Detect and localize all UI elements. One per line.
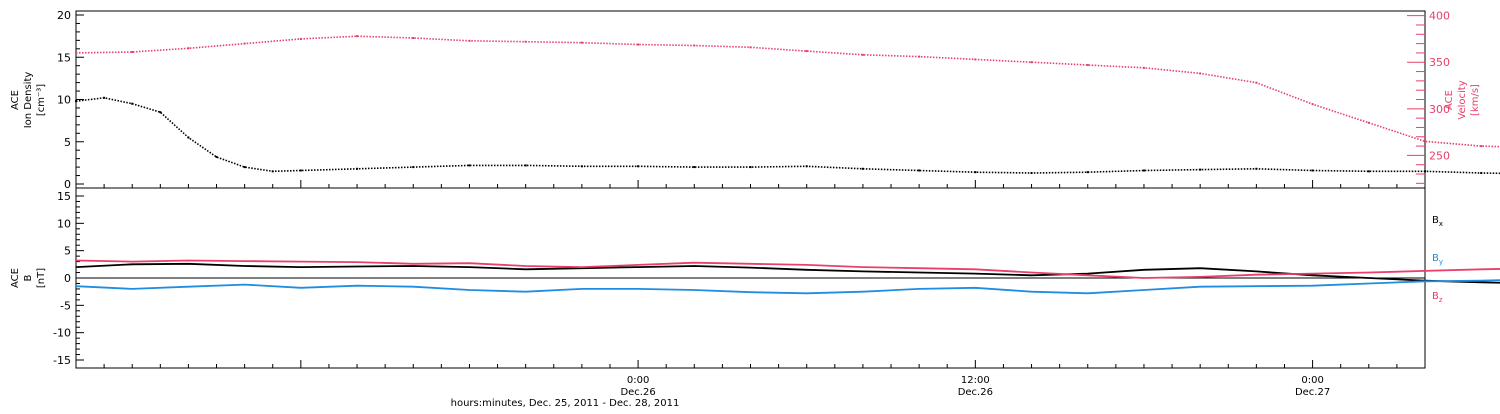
density-point [159,111,162,114]
bottom-left-tick-label: 5 [64,245,71,258]
density-trace [75,96,1500,175]
velocity-point [1086,64,1089,67]
x-tick-date-label: Dec.26 [620,387,655,398]
density-point [1311,169,1314,172]
bottom-left-label-line2: B [23,274,34,281]
density-point [974,171,977,174]
density-point [243,166,246,169]
density-point [299,169,302,172]
bz-line [75,259,1500,279]
top-left-axis: 0 5 10 15 20 [57,9,84,191]
velocity-trace [75,35,1500,148]
top-left-tick-label: 10 [57,94,71,107]
velocity-point [805,50,808,53]
top-right-label-line2: Velocity [1457,80,1468,119]
legend-bz: Bz [1432,291,1443,304]
top-left-label-line2: Ion Density [23,72,34,129]
legend-bx: Bx [1432,215,1443,228]
velocity-point [1030,61,1033,64]
density-point [693,166,696,169]
legend-by-base: B [1432,253,1439,264]
velocity-point [356,35,359,38]
legend-by-sub: y [1439,258,1443,266]
x-tick-time-label: 12:00 [961,375,990,386]
bottom-left-tick-label: -10 [53,327,71,340]
top-right-label-line1: ACE [1444,90,1455,110]
velocity-point [1480,145,1483,148]
x-tick-time-label: 0:00 [1301,375,1323,386]
bottom-left-tick-label: 0 [64,272,71,285]
top-panel: 0 5 10 15 20 250 300 350 400 ACE Ion Density [c… [10,9,1500,191]
x-axis: 0:00Dec.2612:00Dec.260:00Dec.2712:00Dec.… [75,180,1426,398]
top-series-group [75,35,1500,175]
legend-bx-sub: x [1439,220,1443,228]
density-point [749,166,752,169]
velocity-point [637,43,640,46]
density-point [1367,170,1370,173]
top-left-tick-label: 15 [57,51,71,64]
density-point [468,164,471,167]
legend-bz-base: B [1432,291,1439,302]
legend: Bx By Bz [1432,215,1443,304]
top-right-tick-label: 250 [1429,149,1450,162]
x-tick-date-label: Dec.27 [1295,387,1330,398]
bottom-left-tick-label: 15 [57,190,71,203]
top-left-tick-label: 20 [57,9,71,22]
bottom-left-label-line3: [nT] [36,268,47,288]
velocity-series [75,35,1500,148]
velocity-point [131,50,134,53]
legend-by: By [1432,253,1443,266]
top-right-tick-label: 350 [1429,56,1450,69]
top-right-tick-label: 400 [1429,10,1450,23]
velocity-point [861,53,864,56]
top-left-tick-label: 0 [64,178,71,191]
x-tick-time-label: 0:00 [627,375,649,386]
bottom-left-tick-label: -15 [53,354,71,367]
density-point [918,169,921,172]
top-right-label-line3: [km/s] [1470,84,1481,116]
top-left-label-line3: [cm⁻³] [36,84,47,116]
legend-bx-base: B [1432,215,1439,226]
x-tick-date-label: Dec.26 [958,387,993,398]
density-point [1086,171,1089,174]
by-line [75,279,1500,295]
velocity-point [1424,140,1426,143]
bx-line [75,262,1500,284]
bottom-series-group [75,259,1500,295]
bottom-left-axis: -15 -10 -5 0 5 10 15 [53,190,84,367]
velocity-point [580,41,583,44]
top-right-tick-label: 300 [1429,103,1450,116]
density-point [524,164,527,167]
top-right-axis: 250 300 350 400 [1407,10,1450,184]
x-axis-title: hours:minutes, Dec. 25, 2011 - Dec. 28, … [451,398,680,409]
bottom-left-tick-label: 10 [57,217,71,230]
bottom-left-label-line1: ACE [10,268,21,288]
density-point [215,155,218,158]
top-left-tick-label: 5 [64,136,71,149]
top-left-label-line1: ACE [10,90,21,110]
density-point [1142,169,1145,172]
density-series [75,96,1500,175]
velocity-point [412,37,415,40]
legend-bz-sub: z [1439,296,1443,304]
velocity-point [187,47,190,50]
velocity-point [75,51,77,54]
top-panel-frame [75,10,1426,189]
bottom-left-tick-label: -5 [60,299,71,312]
